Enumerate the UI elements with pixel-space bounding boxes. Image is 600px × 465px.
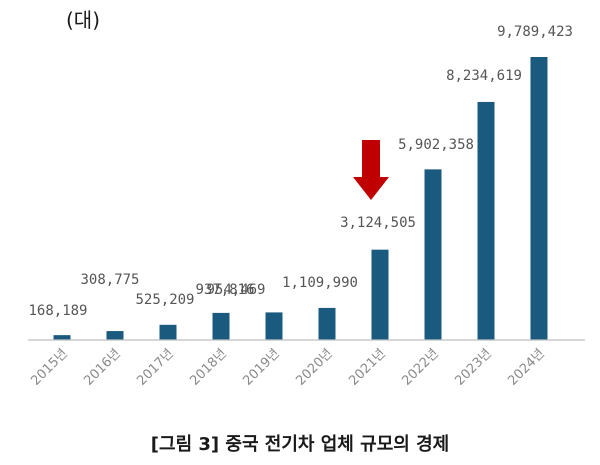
bar-2024년	[530, 57, 548, 340]
tick-label-2022년: 2022년	[399, 346, 441, 388]
annotation-layer	[353, 140, 389, 200]
bar-2022년	[424, 169, 442, 340]
bar-2015년	[53, 335, 71, 340]
value-label-2024년: 9,789,423	[497, 24, 573, 40]
value-label-2015년: 168,189	[28, 303, 87, 319]
value-label-2016년: 308,775	[80, 272, 139, 288]
down-arrow-annotation	[353, 140, 389, 200]
value-label-2019년: 954,469	[206, 282, 265, 298]
tick-label-2021년: 2021년	[346, 346, 388, 388]
tick-label-2023년: 2023년	[452, 346, 494, 388]
tick-label-2019년: 2019년	[240, 346, 282, 388]
value-label-2020년: 1,109,990	[282, 275, 358, 291]
tick-label-2018년: 2018년	[187, 346, 229, 388]
value-label-2018년: 937,816	[195, 282, 254, 298]
value-label-2022년: 5,902,358	[398, 137, 474, 153]
tick-label-2020년: 2020년	[293, 346, 335, 388]
bar-2017년	[159, 324, 177, 340]
bar-2016년	[106, 331, 124, 340]
bar-2021년	[371, 249, 389, 340]
bar-2023년	[477, 101, 495, 340]
tick-label-2015년: 2015년	[28, 346, 70, 388]
bar-2020년	[318, 307, 336, 340]
tick-label-2016년: 2016년	[81, 346, 123, 388]
tick-label-2024년: 2024년	[505, 346, 547, 388]
figure-caption: [그림 3] 중국 전기차 업체 규모의 경제	[150, 434, 450, 455]
bars-layer	[53, 57, 548, 340]
value-label-2021년: 3,124,505	[340, 215, 416, 231]
unit-label: (대)	[66, 8, 101, 32]
tick-labels-layer: 2015년 2016년 2017년 2018년 2019년 2020년 2021년 2022년…	[28, 346, 547, 388]
value-label-2023년: 8,234,619	[446, 68, 522, 84]
bar-2019년	[265, 312, 283, 340]
value-label-2017년: 525,209	[135, 292, 194, 308]
bar-2018년	[212, 312, 230, 340]
tick-label-2017년: 2017년	[134, 346, 176, 388]
